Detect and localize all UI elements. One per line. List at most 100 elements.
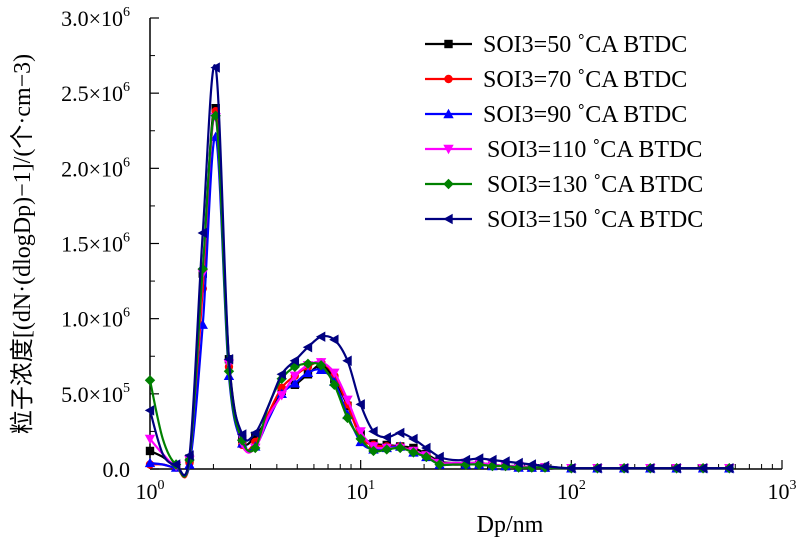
data-point (315, 331, 326, 342)
y-tick-label: 1.0×106 (61, 306, 130, 332)
data-point (302, 342, 313, 353)
legend-label: SOI3=150 ˚CA BTDC (487, 207, 703, 233)
data-point (289, 355, 300, 366)
data-point (170, 459, 181, 470)
y-tick-label: 0.0 (103, 457, 131, 482)
legend-label: SOI3=130 ˚CA BTDC (487, 172, 703, 198)
data-point (368, 445, 379, 457)
legend-label: SOI3=50 ˚CA BTDC (483, 32, 687, 58)
legend-item: SOI3=130 ˚CA BTDC (425, 172, 703, 198)
data-point (697, 463, 708, 474)
data-point (144, 457, 156, 468)
data-point (487, 454, 497, 466)
x-axis-title: Dp/nm (477, 512, 544, 538)
legend-marker (443, 213, 453, 225)
data-point (526, 459, 536, 470)
data-point (237, 429, 247, 440)
data-point (342, 412, 353, 424)
data-point (421, 451, 432, 463)
legend-label: SOI3=90 ˚CA BTDC (483, 102, 687, 128)
data-point (381, 444, 392, 455)
legend-item: SOI3=70 ˚CA BTDC (425, 67, 687, 93)
data-point (144, 375, 156, 386)
x-tick-label: 101 (346, 478, 375, 504)
data-point (539, 460, 550, 472)
x-tick-label: 102 (557, 478, 586, 504)
data-point (237, 435, 248, 446)
data-point (592, 463, 602, 474)
data-point (355, 399, 365, 410)
data-point (500, 456, 510, 467)
data-point (144, 434, 156, 445)
data-point (315, 360, 327, 371)
data-point (460, 454, 471, 466)
data-point (342, 395, 353, 406)
data-point (355, 433, 366, 445)
x-tick-label: 100 (136, 478, 165, 504)
legend-label: SOI3=70 ˚CA BTDC (483, 67, 687, 93)
data-point (434, 451, 444, 463)
data-point (473, 453, 484, 464)
legend-item: SOI3=150 ˚CA BTDC (425, 207, 703, 233)
series-layer (144, 62, 735, 479)
data-point (645, 463, 655, 474)
data-point (408, 433, 418, 445)
axes-layer: 100 101 102 103 0.0 5.0×105 1.0×106 1.5×106 2.0×… (61, 5, 796, 504)
legend-item: SOI3=90 ˚CA BTDC (425, 102, 687, 128)
data-point (302, 358, 314, 369)
y-axis-title: 粒子浓度[(dN·(dlogDp)−1]/(个·cm−3) (9, 54, 36, 434)
legend-item: SOI3=50 ˚CA BTDC (425, 32, 687, 58)
legend-marker (443, 144, 454, 155)
data-point (145, 446, 155, 456)
data-point (394, 427, 405, 439)
y-tick-label: 1.5×106 (61, 231, 130, 257)
data-point (329, 334, 339, 345)
data-point (434, 459, 445, 470)
legend-marker (443, 108, 454, 119)
data-point (368, 426, 378, 437)
data-point (342, 355, 352, 366)
y-tick-label: 5.0×105 (61, 381, 130, 407)
series-5 (144, 110, 735, 478)
y-tick-label: 3.0×106 (61, 5, 130, 31)
data-point (724, 463, 734, 474)
data-point (394, 442, 406, 454)
data-point (421, 442, 431, 454)
axis-labels: Dp/nm 粒子浓度[(dN·(dlogDp)−1]/(个·cm−3) (9, 54, 544, 538)
data-point (197, 227, 207, 239)
x-tick-label: 103 (768, 478, 797, 504)
series-4 (144, 113, 735, 478)
data-point (355, 427, 366, 437)
legend-label: SOI3=110 ˚CA BTDC (487, 137, 702, 163)
data-point (513, 457, 523, 469)
data-point (329, 379, 340, 391)
data-point (210, 62, 220, 73)
legend-item: SOI3=110 ˚CA BTDC (425, 137, 702, 163)
data-point (289, 371, 301, 381)
data-point (618, 463, 629, 474)
legend-marker (444, 74, 453, 84)
legend: SOI3=50 ˚CA BTDC SOI3=70 ˚CA BTDC SOI3=90 … (425, 32, 703, 233)
data-point (381, 432, 391, 443)
data-point (250, 442, 261, 454)
y-tick-label: 2.0×106 (61, 155, 130, 181)
data-point (250, 427, 260, 439)
y-tick-label: 2.5×106 (61, 80, 130, 106)
data-point (302, 367, 314, 377)
data-point (276, 369, 286, 380)
series-6 (144, 62, 734, 477)
data-point (408, 447, 419, 458)
legend-marker (444, 39, 453, 49)
data-point (223, 354, 234, 365)
data-point (289, 378, 301, 388)
data-point (671, 463, 681, 474)
data-point (251, 431, 260, 441)
data-point (210, 110, 221, 121)
data-point (329, 368, 340, 378)
legend-marker (443, 178, 454, 190)
data-point (144, 405, 155, 416)
data-point (566, 463, 576, 474)
data-point (276, 391, 287, 401)
data-point (184, 450, 194, 461)
